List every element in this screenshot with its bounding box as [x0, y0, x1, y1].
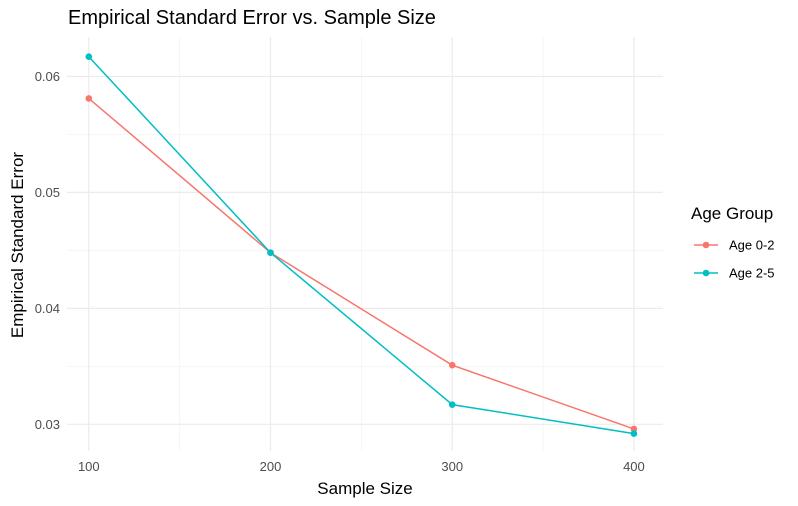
x-tick-label: 300 — [441, 459, 463, 474]
legend: Age Group Age 0-2 Age 2-5 — [691, 204, 775, 281]
y-tick-label: 0.03 — [35, 417, 60, 432]
data-point — [448, 361, 456, 369]
y-tick-label: 0.06 — [35, 69, 60, 84]
y-axis-ticks: 0.03 0.04 0.05 0.06 — [35, 69, 60, 432]
series-points — [85, 53, 638, 437]
y-tick-label: 0.04 — [35, 301, 60, 316]
y-tick-label: 0.05 — [35, 185, 60, 200]
legend-label: Age 0-2 — [729, 238, 775, 253]
data-point — [85, 95, 93, 102]
legend-key-point — [702, 269, 710, 277]
y-axis-title: Empirical Standard Error — [8, 152, 27, 338]
data-point — [267, 249, 274, 256]
series-line-2 — [88, 56, 635, 435]
x-tick-label: 100 — [78, 459, 100, 474]
grid — [67, 37, 663, 451]
legend-title: Age Group — [691, 204, 773, 223]
data-point — [448, 401, 456, 408]
chart-title: Empirical Standard Error vs. Sample Size — [68, 7, 436, 29]
data-point — [630, 425, 638, 433]
x-axis-title: Sample Size — [317, 479, 412, 498]
data-point — [630, 430, 638, 437]
x-tick-label: 200 — [260, 459, 282, 474]
series-line-1 — [88, 97, 635, 430]
legend-key-point — [702, 241, 710, 249]
x-axis-ticks: 100 200 300 400 — [78, 459, 645, 474]
series-lines — [88, 56, 635, 435]
data-point — [85, 53, 93, 61]
x-tick-label: 400 — [623, 459, 645, 474]
legend-label: Age 2-5 — [729, 266, 775, 281]
